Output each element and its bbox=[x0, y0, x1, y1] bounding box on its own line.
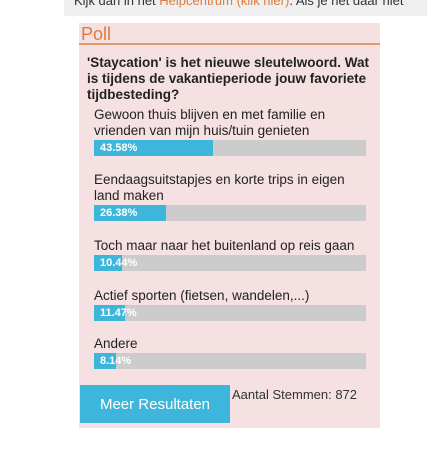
top-notice-text: Kijk dan in het Helpcentrum (klik hier).… bbox=[74, 0, 404, 7]
poll-option[interactable]: Toch maar naar het buitenland op reis ga… bbox=[94, 238, 366, 271]
poll-title-divider bbox=[79, 43, 380, 45]
more-results-button[interactable]: Meer Resultaten bbox=[80, 385, 230, 423]
poll-option-bar-fill bbox=[94, 305, 126, 321]
poll-option[interactable]: Eendaagsuitstapjes en korte trips in eig… bbox=[94, 172, 366, 221]
top-notice-bar: Kijk dan in het Helpcentrum (klik hier).… bbox=[64, 0, 427, 16]
poll-option-label: Actief sporten (fietsen, wandelen,...) bbox=[94, 288, 310, 303]
poll-option-bar: 10.44% bbox=[94, 255, 366, 271]
poll-option-percent: 43.58% bbox=[100, 142, 138, 154]
poll-option-bar: 26.38% bbox=[94, 205, 366, 221]
poll-option-bar: 8.14% bbox=[94, 353, 366, 369]
total-votes: Aantal Stemmen: 872 bbox=[232, 387, 358, 402]
poll-option-bar-fill bbox=[94, 255, 123, 271]
poll-option-bar: 43.58% bbox=[94, 140, 366, 156]
poll-option[interactable]: Gewoon thuis blijven en met familie en v… bbox=[94, 107, 366, 156]
poll-option-percent: 10.44% bbox=[100, 257, 138, 269]
poll-option-label: Eendaagsuitstapjes en korte trips in eig… bbox=[94, 172, 345, 203]
poll-option-bar-fill bbox=[94, 353, 117, 369]
poll-option-label: Toch maar naar het buitenland op reis ga… bbox=[94, 238, 355, 253]
poll-option[interactable]: Andere 8.14% bbox=[94, 336, 366, 369]
poll-title: Poll bbox=[81, 24, 112, 44]
poll-option-percent: 11.47% bbox=[100, 307, 137, 319]
poll-option-label: Andere bbox=[94, 336, 138, 351]
helpcenter-link[interactable]: Helpcentrum (klik hier) bbox=[159, 0, 290, 8]
poll-option-bar: 11.47% bbox=[94, 305, 366, 321]
poll-option-percent: 26.38% bbox=[100, 207, 138, 219]
poll-question: 'Staycation' is het nieuwe sleutelwoord.… bbox=[87, 55, 369, 102]
poll-option-bar-fill bbox=[94, 205, 166, 221]
poll-panel: Poll 'Staycation' is het nieuwe sleutelw… bbox=[79, 23, 380, 428]
poll-option-bar-fill bbox=[94, 140, 213, 156]
poll-option-label: Gewoon thuis blijven en met familie en v… bbox=[94, 107, 326, 138]
poll-option[interactable]: Actief sporten (fietsen, wandelen,...) 1… bbox=[94, 288, 366, 321]
poll-option-percent: 8.14% bbox=[100, 355, 132, 367]
